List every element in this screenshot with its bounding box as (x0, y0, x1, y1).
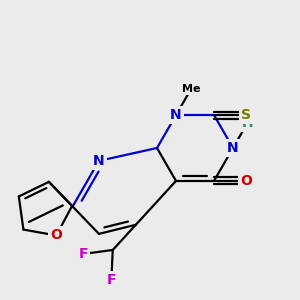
Text: O: O (50, 228, 62, 242)
Text: H: H (242, 116, 253, 130)
Text: F: F (79, 247, 88, 261)
Text: N: N (93, 154, 105, 168)
Text: N: N (227, 141, 239, 155)
Text: F: F (106, 273, 116, 286)
Text: N: N (170, 108, 182, 122)
Text: S: S (241, 108, 251, 122)
Text: O: O (240, 174, 252, 188)
Text: Me: Me (182, 84, 200, 94)
